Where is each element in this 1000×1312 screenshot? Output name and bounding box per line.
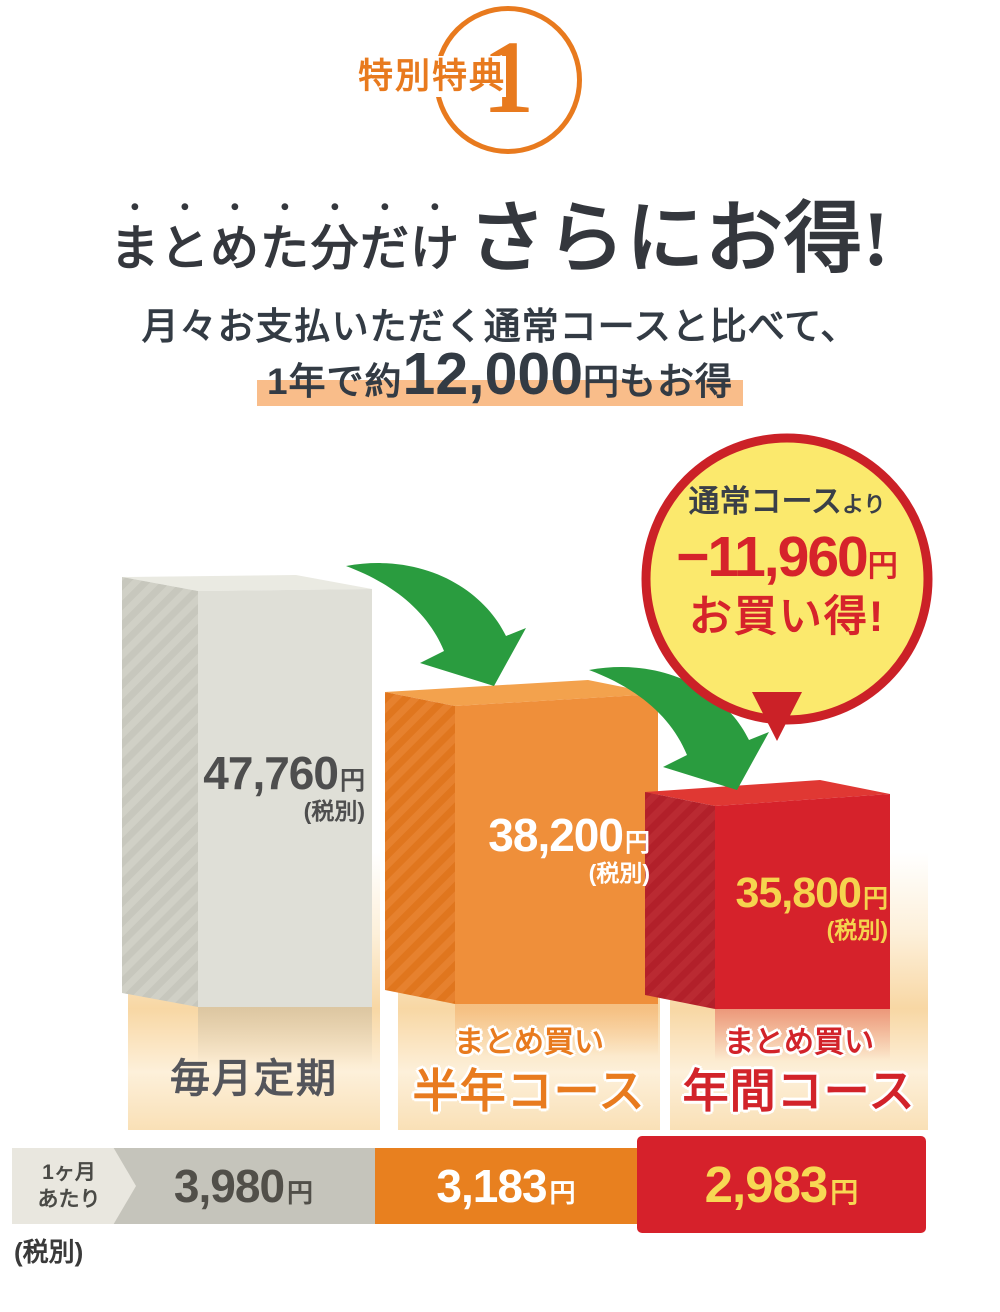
monthly-price-value: 2,983 [704, 1156, 829, 1213]
monthly-price-cell-orange: 3,183 円 [375, 1148, 637, 1224]
page-title: まとめた分だけ さらにお得! [0, 176, 1000, 288]
yen-unit: 円 [830, 1177, 859, 1208]
subtitle-line1: 月々お支払いただく通常コースと比べて、 [141, 306, 859, 347]
benefit-label: 特別特典 [326, 56, 506, 97]
savings-bubble [641, 433, 933, 741]
plan-name-text: 年間コース [682, 1064, 916, 1117]
bubble-compare-label: 通常コース [688, 484, 842, 519]
subtitle-savings-amount: 12,000 [402, 341, 584, 407]
yen-unit: 円 [624, 829, 650, 857]
per-month-row-label: 1ヶ月 あたり [12, 1148, 136, 1224]
yen-unit: 円 [287, 1178, 314, 1208]
arrow-orange-to-red-icon [589, 667, 769, 790]
tax-note: (税別) [588, 860, 650, 886]
row-label-line2: あたり [37, 1188, 101, 1211]
title-main: さらにお得! [468, 195, 890, 282]
arrow-gray-to-orange-icon [346, 563, 526, 686]
bottom-tax-note: (税別) [14, 1237, 84, 1267]
bubble-yen-unit: 円 [867, 550, 898, 583]
tax-note: (税別) [303, 798, 365, 824]
subtitle-line2-prefix: 1年で約 [266, 361, 403, 402]
subtitle-highlight [256, 380, 744, 406]
savings-bubble-text: 通常コース より −11,960 円 お買い得! [655, 486, 919, 639]
row-label-line1: 1ヶ月 [42, 1160, 96, 1184]
yen-unit: 円 [339, 767, 365, 795]
plan-badge-text: まとめ買い [454, 1026, 604, 1059]
reflection-orange [455, 1004, 658, 1056]
price-monthly-total: 47,760 円 (税別) [200, 750, 365, 823]
plan-name-text: 半年コース [412, 1064, 646, 1117]
reflection-red [715, 1009, 890, 1061]
title-emphasized: まとめた分だけ [110, 221, 461, 276]
tax-note: (税別) [826, 917, 888, 943]
price-half-year-total: 38,200 円 (税別) [460, 812, 650, 885]
plan-label-monthly: 毎月定期 [170, 1057, 338, 1101]
box-annual [645, 780, 890, 1009]
subtitle-yen-unit: 円 [583, 361, 620, 402]
price-value: 35,800 [735, 869, 862, 917]
yen-unit: 円 [862, 885, 888, 913]
plan-label-annual: まとめ買い 年間コース [670, 1026, 928, 1117]
box-monthly [122, 575, 372, 1007]
bubble-tagline: お買い得! [688, 593, 886, 641]
monthly-price-cell-red: 2,983 円 [637, 1136, 926, 1233]
price-value: 38,200 [488, 809, 624, 861]
monthly-price-value: 3,980 [173, 1160, 285, 1212]
bubble-compare-suffix: より [841, 492, 886, 517]
bubble-savings-amount: −11,960 [676, 525, 868, 589]
price-annual-total: 35,800 円 (税別) [713, 872, 888, 942]
subtitle-line2: 1年で約 12,000 円 もお得 [0, 340, 1000, 408]
reflection-gray [198, 1007, 372, 1065]
monthly-price-cell-gray: 3,980 円 [112, 1148, 375, 1224]
box-half-year [385, 680, 658, 1004]
subtitle-line2-suffix: もお得 [619, 361, 734, 402]
plan-label-half-year: まとめ買い 半年コース [398, 1026, 660, 1117]
monthly-price-value: 3,183 [436, 1160, 547, 1212]
price-value: 47,760 [203, 747, 339, 799]
yen-unit: 円 [549, 1178, 576, 1208]
plan-badge-text: まとめ買い [724, 1026, 874, 1059]
